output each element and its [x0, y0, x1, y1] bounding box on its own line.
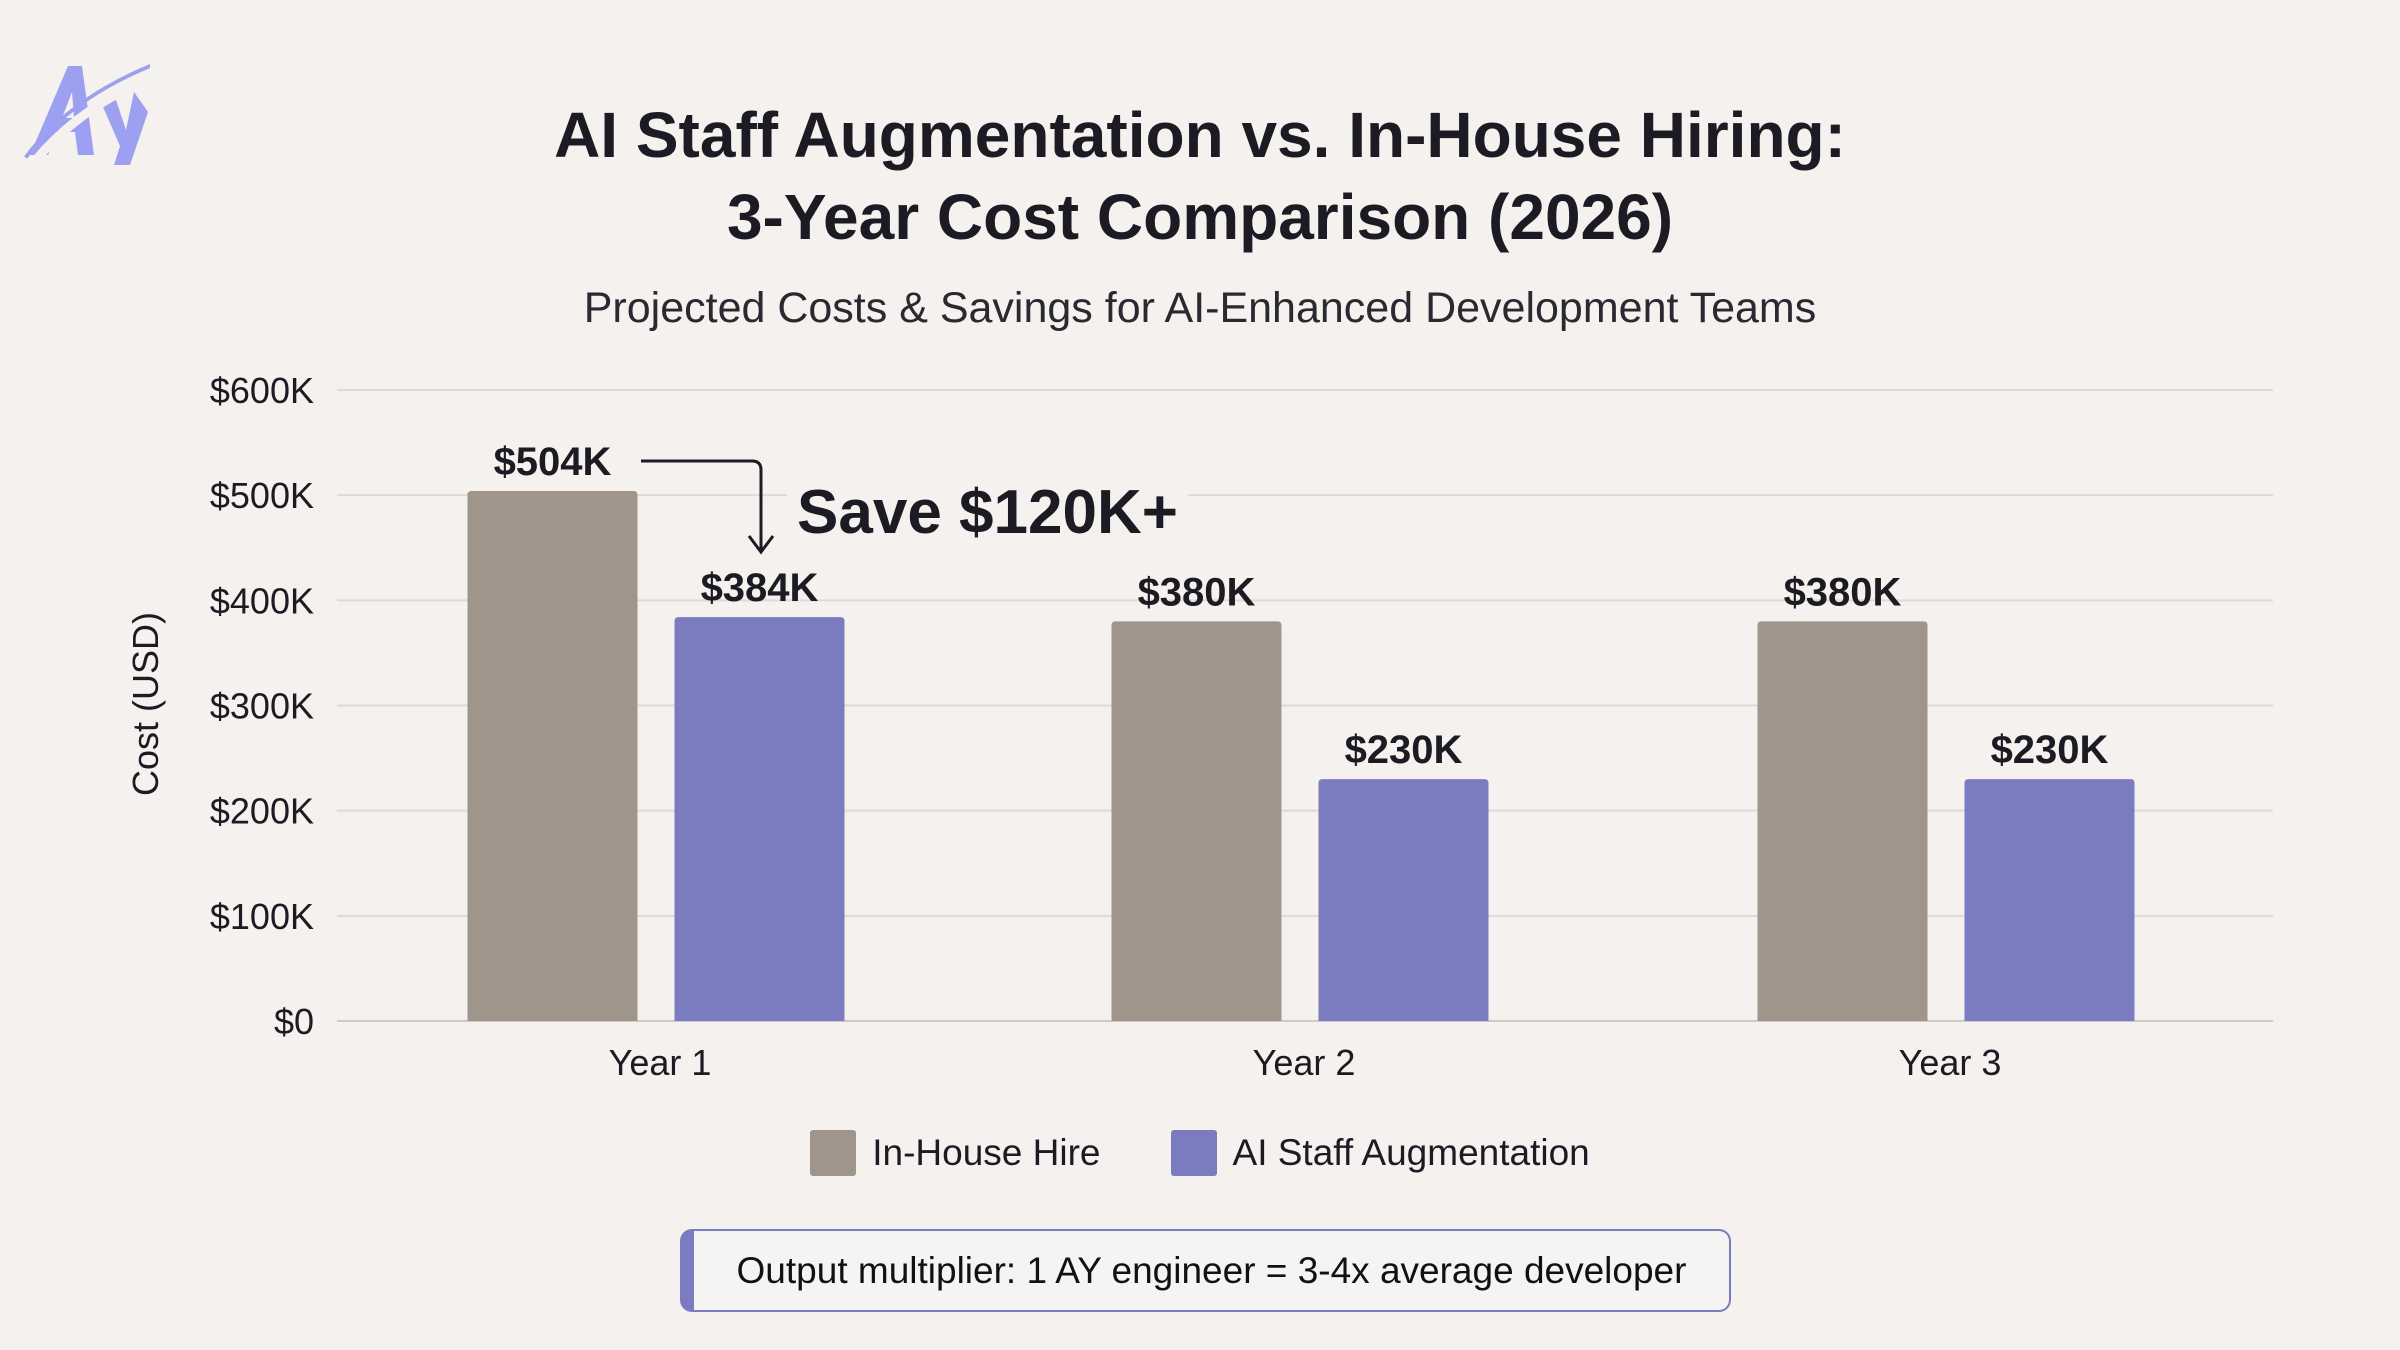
y-axis-label: Cost (USD) [125, 612, 166, 796]
legend-label-ai-augmentation: AI Staff Augmentation [1232, 1132, 1590, 1173]
title-line-1: AI Staff Augmentation vs. In-House Hirin… [554, 99, 1846, 171]
data-label: $504K [494, 440, 612, 484]
y-tick-label: $400K [210, 580, 314, 621]
title-line-2: 3-Year Cost Comparison (2026) [726, 181, 1674, 253]
legend-swatch-ai-augmentation [1170, 1130, 1217, 1176]
chart-subtitle: Projected Costs & Savings for AI-Enhance… [583, 284, 1817, 332]
y-tick-label: $200K [210, 791, 314, 832]
legend-item-in-house: In-House Hire [810, 1130, 1101, 1176]
legend: In-House Hire AI Staff Augmentation [0, 1130, 2400, 1176]
data-label: $230K [1345, 728, 1463, 772]
y-tick-label: $100K [210, 896, 314, 937]
bar [1111, 621, 1282, 1021]
legend-item-ai-augmentation: AI Staff Augmentation [1170, 1130, 1590, 1176]
bar [467, 490, 638, 1022]
data-label: $230K [1991, 728, 2109, 772]
y-tick-label: $0 [274, 1001, 314, 1042]
legend-label-in-house: In-House Hire [872, 1132, 1101, 1173]
bar [1964, 779, 2135, 1021]
y-tick-label: $500K [210, 475, 314, 516]
savings-arrow-head-icon [747, 535, 775, 555]
x-tick-label: Year 2 [1253, 1042, 1356, 1083]
chart-title: AI Staff Augmentation vs. In-House Hirin… [0, 94, 2400, 258]
y-tick-label: $300K [210, 686, 314, 727]
bar [1318, 779, 1489, 1021]
bar [1757, 621, 1928, 1021]
savings-annotation: Save $120K+ [797, 478, 1178, 547]
legend-swatch-in-house [810, 1130, 857, 1176]
output-multiplier-note: Output multiplier: 1 AY engineer = 3-4x … [680, 1229, 1731, 1312]
data-label: $380K [1784, 570, 1902, 614]
data-label: $380K [1138, 570, 1256, 614]
x-tick-label: Year 1 [609, 1042, 712, 1083]
bar [674, 617, 845, 1021]
ay-logo [24, 64, 150, 173]
data-label: $384K [701, 566, 819, 610]
savings-arrow-line [641, 459, 763, 550]
annotation-background [787, 478, 1188, 547]
note-text: Output multiplier: 1 AY engineer = 3-4x … [736, 1249, 1687, 1291]
x-tick-label: Year 3 [1899, 1042, 2002, 1083]
y-tick-label: $600K [210, 370, 314, 411]
